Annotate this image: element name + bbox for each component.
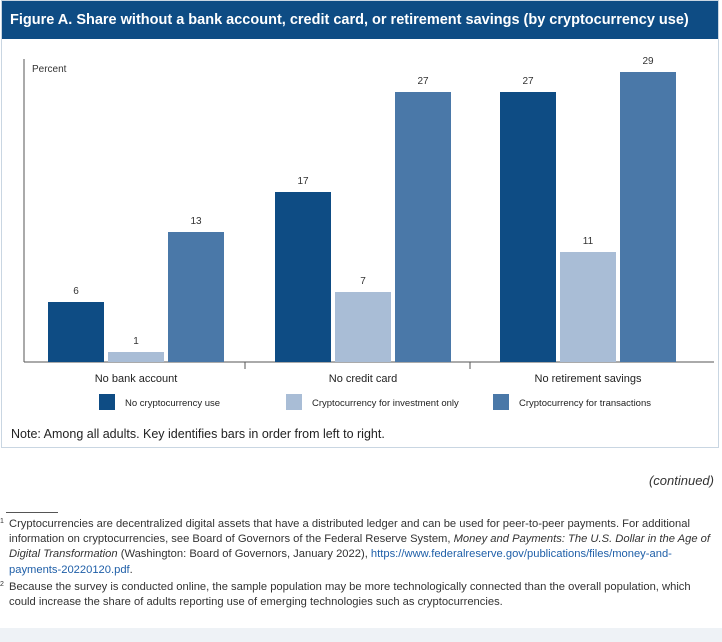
x-tick-label: No credit card xyxy=(329,373,397,385)
footnote-end: . xyxy=(129,563,133,576)
legend-label: No cryptocurrency use xyxy=(125,398,220,409)
bar xyxy=(275,192,331,362)
continued-label: (continued) xyxy=(648,473,714,488)
footnote-link[interactable]: https://www.federalreserve.gov/publicati… xyxy=(9,548,672,576)
footnote-italic-title: Money and Payments: The U.S. Dollar in t… xyxy=(9,533,711,561)
bar xyxy=(168,232,224,362)
legend-swatch xyxy=(286,394,302,410)
bar xyxy=(395,92,451,362)
footnote-1: 1 Cryptocurrencies are decentralized dig… xyxy=(0,517,712,578)
x-tick-label: No bank account xyxy=(95,373,178,385)
y-axis-label: Percent xyxy=(32,64,67,75)
footnote-text: Because the survey is conducted online, … xyxy=(9,581,691,609)
bar-data-label: 7 xyxy=(360,276,366,287)
bar-data-label: 6 xyxy=(73,286,79,297)
bar-data-label: 17 xyxy=(297,176,309,187)
bar-data-label: 1 xyxy=(133,336,139,347)
footnote-marker: 1 xyxy=(0,518,4,525)
bar-data-label: 27 xyxy=(522,76,534,87)
figure-note: Note: Among all adults. Key identifies b… xyxy=(11,427,385,441)
figure-title: Figure A. Share without a bank account, … xyxy=(2,1,718,39)
bar-data-label: 11 xyxy=(583,236,594,247)
legend-label: Cryptocurrency for transactions xyxy=(519,398,651,409)
bar-data-label: 27 xyxy=(417,76,429,87)
footnote-rule xyxy=(6,512,58,513)
figure-panel: Figure A. Share without a bank account, … xyxy=(1,0,719,448)
footnote-marker: 2 xyxy=(0,581,4,588)
bar xyxy=(108,352,164,362)
bar xyxy=(335,292,391,362)
footnote-text-2: (Washington: Board of Governors, January… xyxy=(120,548,368,561)
legend-swatch xyxy=(99,394,115,410)
bar xyxy=(620,72,676,362)
bar xyxy=(560,252,616,362)
bottom-strip xyxy=(0,628,722,642)
bar-data-label: 13 xyxy=(190,216,202,227)
legend-swatch xyxy=(493,394,509,410)
bar xyxy=(48,302,104,362)
x-tick-label: No retirement savings xyxy=(535,373,642,385)
footnote-2: 2 Because the survey is conducted online… xyxy=(0,580,712,610)
bar xyxy=(500,92,556,362)
bar-data-label: 29 xyxy=(642,56,654,67)
legend-label: Cryptocurrency for investment only xyxy=(312,398,459,409)
bar-chart: Percent 6 1 13 No bank account 17 7 27 No credit… xyxy=(23,56,714,410)
footnote-text: Cryptocurrencies are decentralized digit… xyxy=(9,518,690,546)
